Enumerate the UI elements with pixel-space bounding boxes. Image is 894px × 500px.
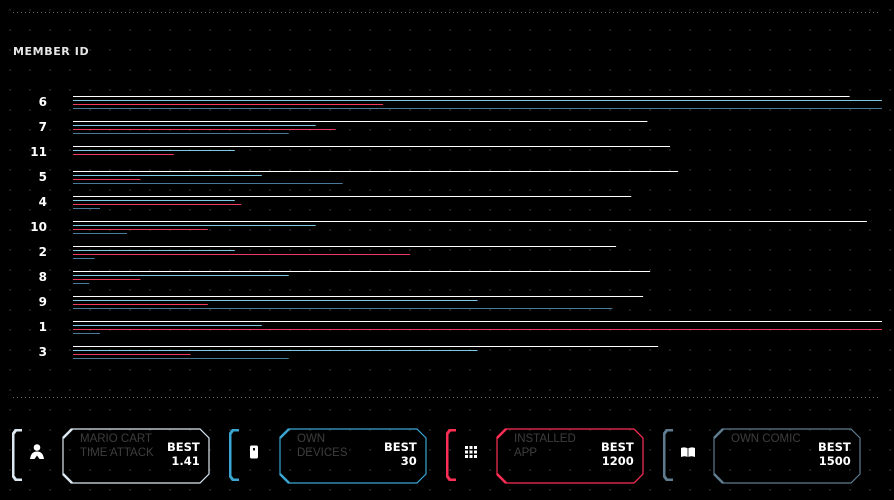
best-label: BEST [818, 440, 851, 454]
person-icon [30, 444, 44, 459]
card-name: OWN DEVICES [297, 433, 348, 459]
stat-card-mario-cart[interactable]: MARIO CART TIME ATTACK BEST 1.41 [12, 428, 222, 484]
best-label: BEST [601, 440, 634, 454]
card-best-block: BEST 1.41 [167, 440, 200, 468]
apps-grid-icon [465, 446, 477, 458]
category-label: 2 [39, 245, 47, 259]
category-label: 11 [30, 145, 47, 159]
top-divider [13, 12, 881, 13]
member-bar-chart: 6 7 11 5 4 10 2 8 9 1 3 [30, 95, 882, 359]
stat-card-own-comic[interactable]: OWN COMIC BEST 1500 [663, 428, 873, 484]
stats-cards: MARIO CART TIME ATTACK BEST 1.41 OWN DEV… [0, 428, 894, 484]
category-label: 6 [39, 95, 47, 109]
bottom-divider [13, 397, 881, 398]
card-frame [496, 428, 644, 484]
best-value: 30 [400, 454, 417, 468]
chart-title: MEMBER ID [13, 45, 90, 58]
card-best-block: BEST 30 [384, 440, 417, 468]
stat-card-installed-app[interactable]: INSTALLED APP BEST 1200 [446, 428, 656, 484]
best-label: BEST [384, 440, 417, 454]
category-label: 10 [30, 220, 47, 234]
best-label: BEST [167, 440, 200, 454]
card-frame [713, 428, 861, 484]
card-bracket-icon [663, 429, 673, 481]
card-best-block: BEST 1200 [601, 440, 634, 468]
category-label: 7 [39, 120, 47, 134]
stat-card-own-devices[interactable]: OWN DEVICES BEST 30 [229, 428, 439, 484]
best-value: 1200 [601, 454, 634, 468]
book-icon [681, 447, 695, 457]
category-label: 8 [39, 270, 47, 284]
category-label: 4 [39, 195, 47, 209]
card-frame [279, 428, 427, 484]
card-bracket-icon [446, 429, 456, 481]
best-value: 1.41 [171, 454, 200, 468]
card-name: INSTALLED APP [514, 433, 576, 459]
card-bracket-icon [229, 429, 239, 481]
category-label: 9 [39, 295, 47, 309]
best-value: 1500 [818, 454, 851, 468]
card-name: MARIO CART TIME ATTACK [80, 433, 154, 459]
card-bracket-icon [12, 429, 22, 481]
card-name: OWN COMIC [731, 433, 801, 445]
category-label: 1 [39, 320, 47, 334]
card-frame [62, 428, 210, 484]
category-label: 5 [39, 170, 47, 184]
card-best-block: BEST 1500 [818, 440, 851, 468]
device-icon [250, 445, 258, 459]
category-label: 3 [39, 345, 47, 359]
